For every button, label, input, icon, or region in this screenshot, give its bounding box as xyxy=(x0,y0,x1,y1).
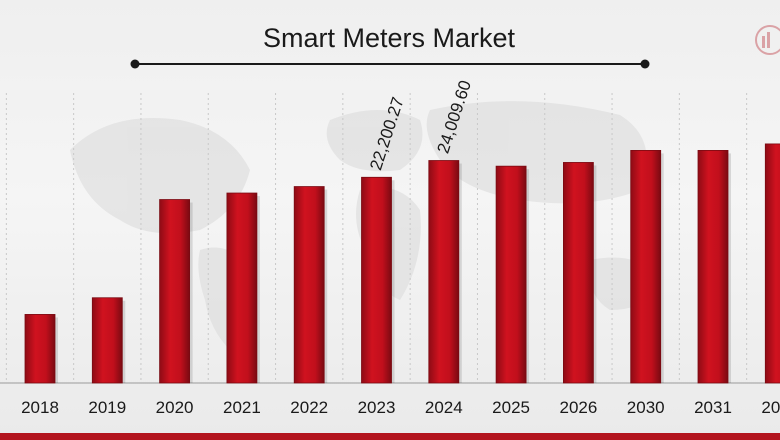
x-tick-2019: 2019 xyxy=(88,398,126,417)
x-tick-2021: 2021 xyxy=(223,398,261,417)
bar-2021 xyxy=(226,192,258,384)
x-tick-2023: 2023 xyxy=(358,398,396,417)
x-tick-2018: 2018 xyxy=(21,398,59,417)
brand-logo xyxy=(755,25,780,55)
bar-2020 xyxy=(159,199,191,384)
x-tick-2025: 2025 xyxy=(492,398,530,417)
bar-2031 xyxy=(697,150,729,384)
chart-title: Smart Meters Market xyxy=(263,23,516,53)
x-tick-2026: 2026 xyxy=(559,398,597,417)
x-tick-2022: 2022 xyxy=(290,398,328,417)
bar-2018 xyxy=(24,314,56,384)
bar-2019 xyxy=(91,297,123,384)
bottom-accent-bar xyxy=(0,433,780,440)
bar-2023 xyxy=(361,176,392,384)
x-tick-2030: 2030 xyxy=(627,398,665,417)
bar-2024 xyxy=(428,160,460,384)
title-underline-right-dot xyxy=(640,59,650,69)
bar-2032 xyxy=(764,143,780,384)
bar-2022 xyxy=(293,186,325,384)
title-underline-left-dot xyxy=(130,59,140,69)
x-tick-2020: 2020 xyxy=(156,398,194,417)
x-tick-2031: 2031 xyxy=(694,398,732,417)
x-tick-2024: 2024 xyxy=(425,398,463,417)
bar-2025 xyxy=(495,165,527,384)
bar-2030 xyxy=(630,150,662,384)
bar-2026 xyxy=(563,162,594,384)
x-tick-2032: 2032 xyxy=(761,398,780,417)
